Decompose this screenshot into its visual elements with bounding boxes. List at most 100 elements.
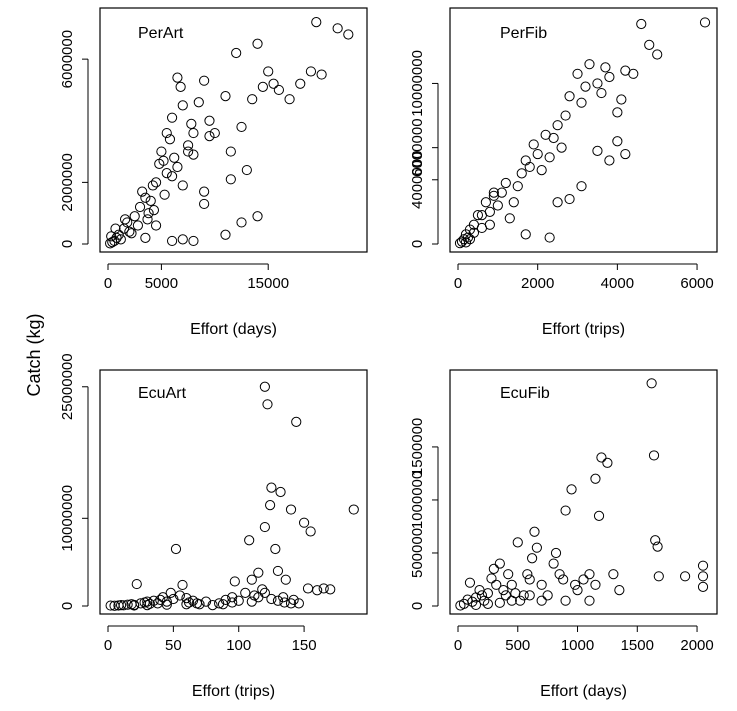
data-point — [614, 584, 625, 596]
data-point — [122, 217, 133, 228]
data-point — [217, 599, 229, 610]
panel-title: PerFib — [500, 25, 547, 42]
x-tick-label: 50 — [165, 637, 182, 654]
data-point — [177, 100, 188, 111]
data-point — [137, 186, 148, 197]
data-point — [536, 165, 547, 176]
data-point — [161, 127, 172, 139]
data-point — [524, 574, 535, 585]
data-point — [636, 18, 647, 30]
data-point — [508, 197, 519, 208]
data-point — [279, 597, 290, 608]
data-point — [285, 504, 297, 515]
data-point — [278, 592, 289, 603]
data-point — [628, 68, 639, 79]
data-point — [552, 120, 563, 131]
data-point — [265, 500, 276, 511]
data-point — [259, 381, 270, 392]
data-point — [646, 378, 657, 389]
data-point — [284, 94, 295, 105]
data-point — [612, 136, 623, 147]
x-tick-label: 1500 — [621, 637, 654, 654]
data-point — [259, 521, 270, 533]
data-point — [536, 579, 547, 590]
data-point — [518, 590, 529, 601]
plot-frame — [449, 369, 718, 615]
data-point — [159, 189, 170, 200]
x-axis-label: Effort (days) — [190, 321, 277, 338]
data-point — [542, 590, 553, 601]
data-point — [131, 578, 142, 590]
y-tick-label: 0 — [409, 602, 426, 610]
data-point — [612, 107, 623, 118]
data-point — [572, 584, 583, 596]
data-point — [295, 78, 306, 89]
data-point — [470, 599, 482, 611]
x-tick-label: 0 — [104, 275, 112, 292]
data-point — [148, 205, 160, 216]
data-point — [288, 594, 299, 605]
panel-title: EcuArt — [138, 385, 187, 402]
data-point — [566, 484, 577, 495]
data-point — [699, 17, 711, 28]
data-point — [522, 569, 533, 580]
data-point — [272, 595, 284, 606]
data-point — [520, 229, 531, 240]
data-point — [129, 211, 140, 222]
data-point — [266, 593, 277, 605]
x-tick-label: 100 — [226, 637, 251, 654]
x-tick-label: 0 — [454, 275, 462, 292]
data-point — [524, 590, 535, 601]
plot-frame — [99, 369, 368, 615]
data-point — [166, 171, 178, 182]
data-point — [172, 161, 183, 173]
data-point — [147, 180, 158, 191]
data-point — [484, 219, 495, 230]
data-point — [207, 600, 218, 611]
data-point — [498, 584, 509, 596]
y-tick-label: 4000000 — [409, 151, 426, 209]
data-point — [165, 587, 176, 598]
data-point — [257, 584, 268, 595]
data-point — [266, 482, 277, 493]
data-point — [316, 69, 327, 80]
data-point — [280, 574, 291, 585]
y-tick-label: 10000000 — [409, 50, 426, 117]
data-point — [593, 510, 605, 521]
data-point — [105, 600, 116, 611]
data-point — [332, 23, 343, 34]
data-point — [150, 177, 162, 188]
data-point — [650, 535, 661, 546]
data-point — [592, 145, 603, 156]
data-point — [115, 234, 126, 245]
data-point — [174, 590, 186, 601]
panel-title: PerArt — [138, 25, 184, 42]
data-point — [244, 535, 255, 546]
panel-perfib: PerFib 0 2000 4000 6000 Effort (trips) 0 400000… — [409, 7, 718, 338]
data-point — [270, 543, 281, 555]
data-point — [132, 220, 144, 231]
data-point — [188, 149, 199, 160]
data-point — [188, 235, 199, 247]
data-point — [285, 598, 297, 609]
data-point — [556, 142, 567, 153]
data-point — [318, 583, 329, 594]
data-point — [177, 234, 188, 245]
data-point — [145, 195, 156, 206]
data-point — [118, 600, 129, 611]
data-point — [576, 181, 587, 192]
data-point — [576, 97, 587, 108]
data-point — [177, 579, 188, 591]
data-point — [492, 200, 503, 211]
x-tick-label: 2000 — [680, 637, 713, 654]
data-point — [558, 574, 569, 585]
data-point — [560, 595, 571, 606]
data-point — [247, 94, 258, 105]
data-point — [604, 155, 615, 166]
data-point — [272, 565, 284, 577]
data-point — [209, 127, 220, 139]
y-tick-label: 1000000 — [409, 471, 426, 529]
panel-ecufib: EcuFib 0 500 1000 1500 2000 Effort (days) 0 5000… — [409, 369, 718, 700]
data-point — [482, 598, 493, 609]
data-point — [156, 146, 167, 157]
